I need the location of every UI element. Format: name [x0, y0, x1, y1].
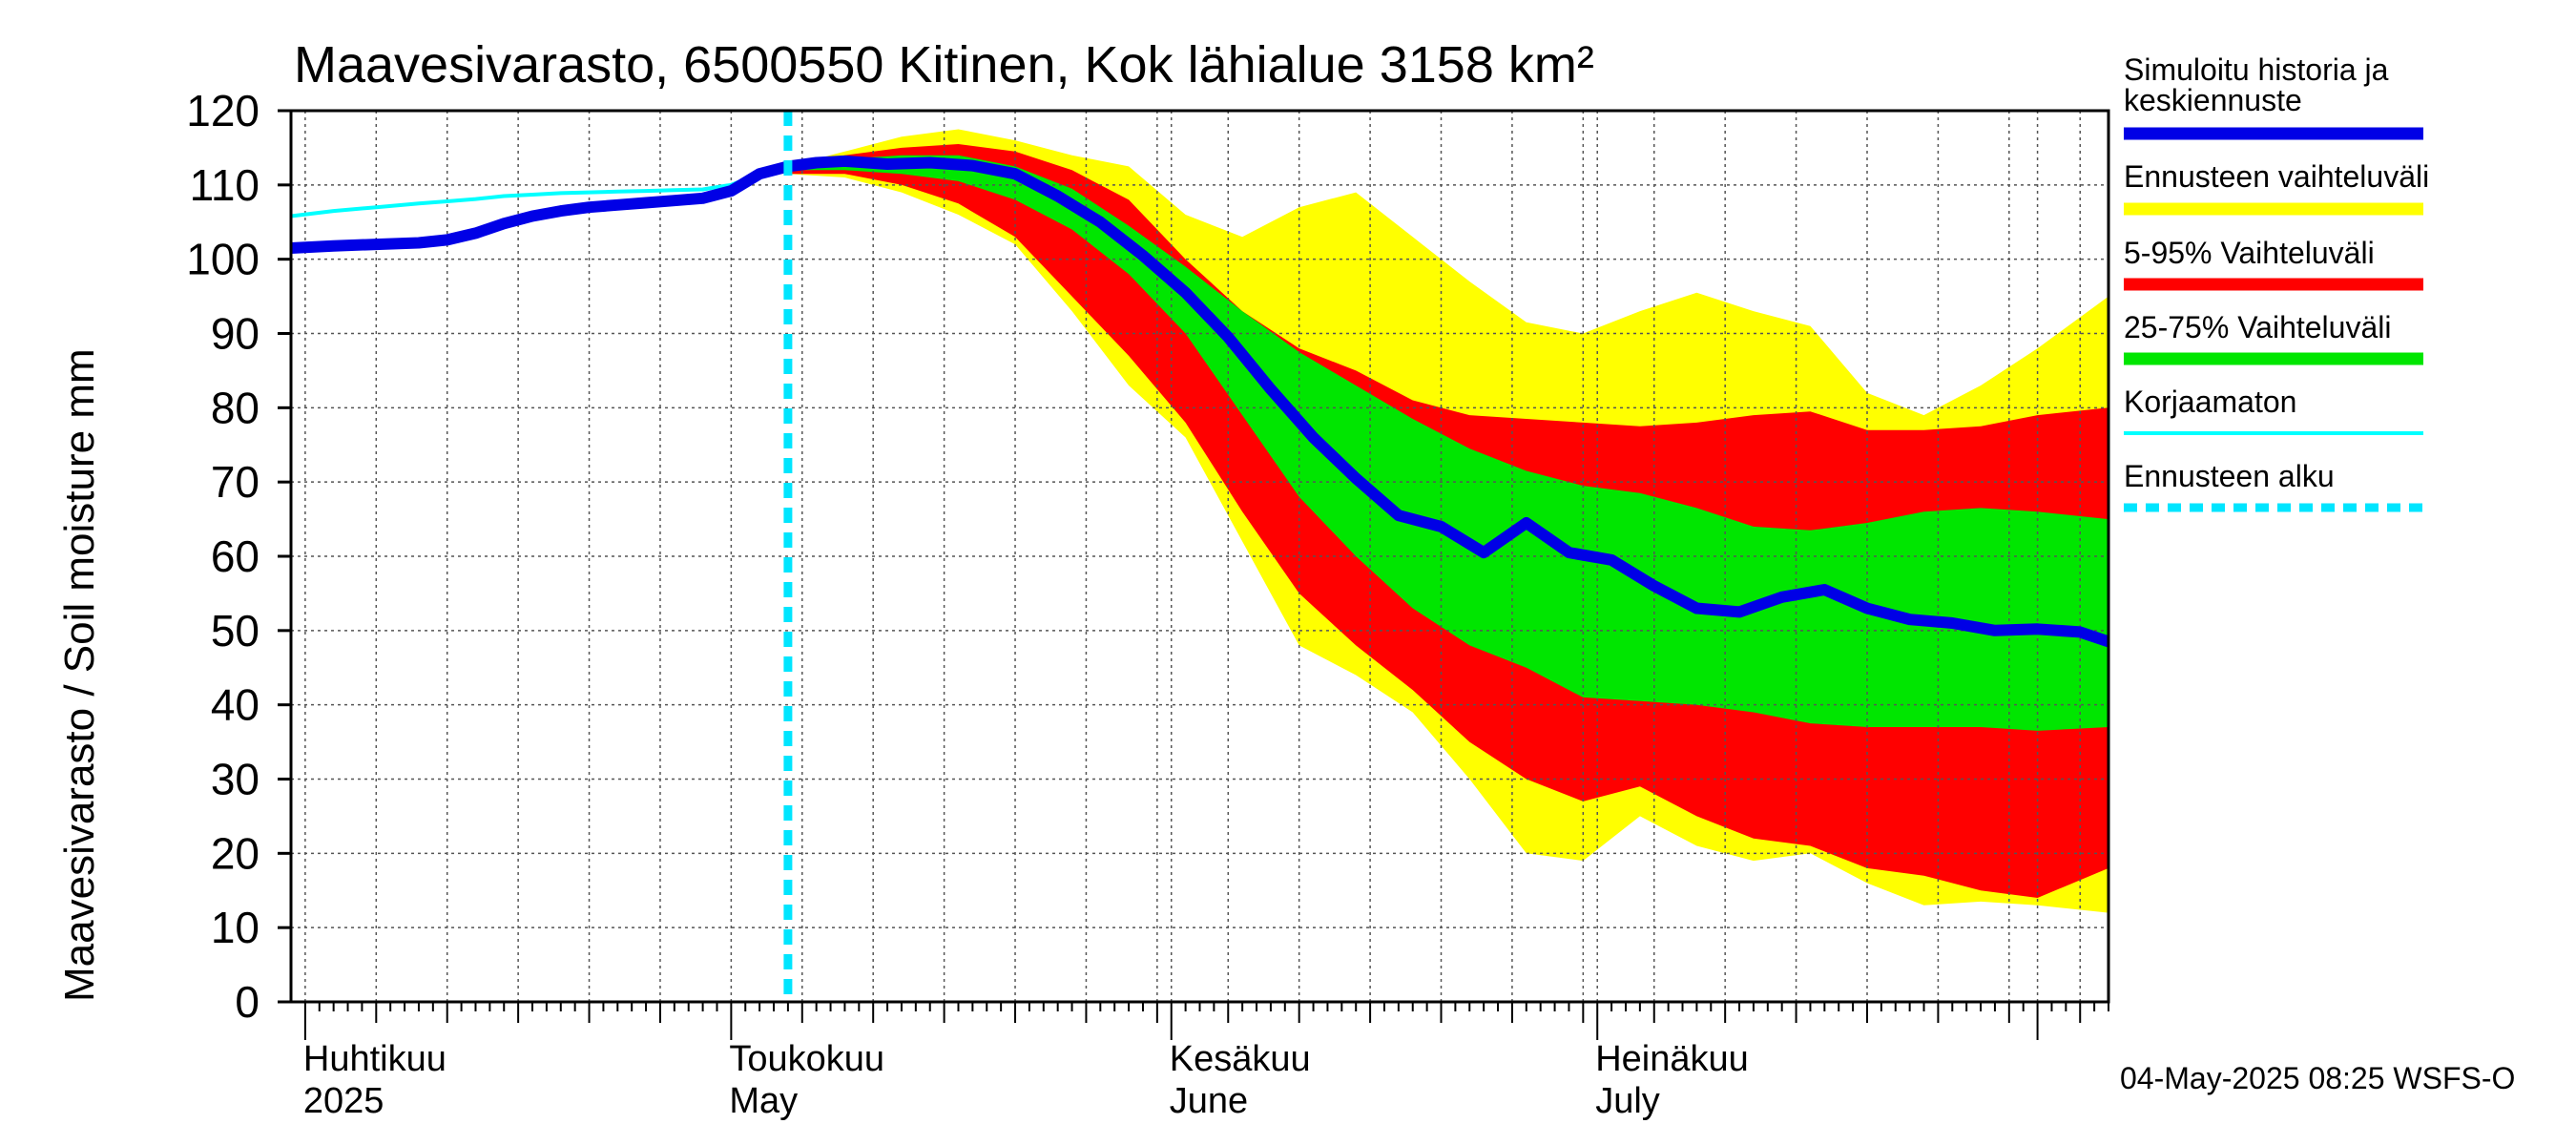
legend-label: Ennusteen alku	[2124, 459, 2335, 493]
y-tick-label: 80	[211, 383, 260, 432]
legend-label: Korjaamaton	[2124, 385, 2296, 419]
uncorrected-line	[291, 164, 790, 219]
y-tick-label: 20	[211, 828, 260, 878]
y-tick-label: 90	[211, 309, 260, 359]
x-month-sublabel: June	[1170, 1081, 1248, 1121]
y-axis-label: Maavesivarasto / Soil moisture mm	[56, 348, 103, 1002]
y-tick-label: 10	[211, 903, 260, 952]
y-axis-ticks: 0 10 20 30 40 50 60 70 80 90 100 110 120	[186, 86, 291, 1027]
y-tick-label: 0	[235, 977, 260, 1027]
legend-label: Ennusteen vaihteluväli	[2124, 159, 2429, 194]
y-tick-label: 50	[211, 606, 260, 656]
legend-label-line2: keskiennuste	[2124, 83, 2302, 117]
x-month-label: Huhtikuu	[303, 1039, 447, 1079]
y-tick-label: 120	[186, 86, 260, 135]
x-month-sublabel: 2025	[303, 1081, 384, 1121]
x-month-label: Kesäkuu	[1170, 1039, 1311, 1079]
y-tick-label: 40	[211, 680, 260, 730]
y-tick-label: 30	[211, 755, 260, 804]
series-lines	[291, 111, 2109, 1002]
forecast-bands	[787, 129, 2109, 913]
y-tick-label: 70	[211, 457, 260, 507]
y-tick-label: 100	[186, 235, 260, 284]
p25-p75-band	[787, 155, 2109, 731]
grid	[291, 111, 2109, 1002]
legend-label: 5-95% Vaihteluväli	[2124, 236, 2375, 270]
legend-label: 25-75% Vaihteluväli	[2124, 310, 2391, 344]
legend-label: Simuloitu historia ja	[2124, 52, 2389, 87]
y-tick-label: 60	[211, 531, 260, 581]
median-line	[291, 155, 2109, 648]
y-tick-label: 110	[190, 160, 260, 210]
x-month-label: Heinäkuu	[1595, 1039, 1749, 1079]
x-month-sublabel: July	[1595, 1081, 1660, 1121]
chart-title: Maavesivarasto, 6500550 Kitinen, Kok läh…	[294, 36, 1594, 94]
footer-timestamp: 04-May-2025 08:25 WSFS-O	[2120, 1061, 2515, 1095]
x-month-label: Toukokuu	[729, 1039, 884, 1079]
x-month-sublabel: May	[729, 1081, 798, 1121]
